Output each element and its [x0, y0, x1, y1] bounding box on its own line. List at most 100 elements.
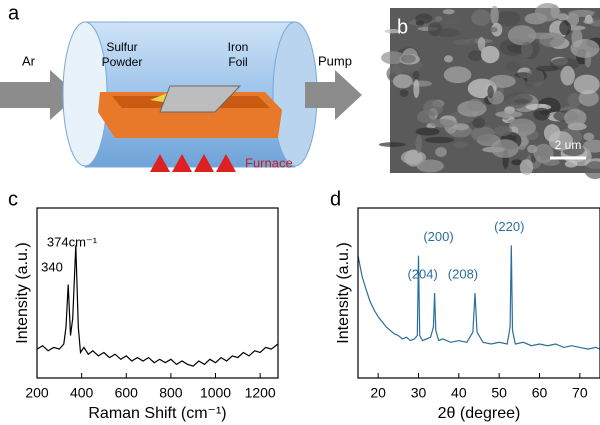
x-tick-label: 20 [370, 385, 386, 401]
sem-texture [568, 10, 596, 17]
sem-texture [415, 14, 432, 24]
sem-texture [520, 159, 533, 175]
sem-texture [478, 37, 486, 51]
sem-texture [379, 142, 406, 147]
scale-label: 2 um [555, 138, 582, 152]
sem-texture [527, 145, 537, 153]
sem-texture [471, 127, 495, 142]
data-line [37, 245, 278, 366]
x-tick-label: 40 [451, 385, 467, 401]
sem-texture [495, 111, 522, 118]
peak-annotation: (208) [448, 266, 478, 281]
sem-texture [536, 66, 559, 71]
sem-texture [425, 137, 454, 143]
panel-label: a [8, 2, 20, 24]
peak-annotation: (204) [407, 266, 437, 281]
sem-texture [430, 119, 455, 128]
sem-texture [444, 66, 472, 83]
x-axis-label: Raman Shift (cm⁻¹) [88, 405, 226, 422]
sem-texture [435, 16, 442, 21]
y-axis-label: Intensity (a.u.) [14, 242, 31, 343]
panel-label: d [330, 188, 341, 210]
sem-texture [490, 27, 498, 32]
sem-texture [487, 85, 493, 98]
sem-texture [400, 89, 409, 97]
sem-texture [401, 54, 416, 63]
sem-texture [507, 119, 529, 124]
sem-texture [528, 82, 534, 88]
sem-texture [467, 99, 483, 112]
sem-texture [534, 144, 554, 163]
sem-texture [490, 6, 499, 25]
sem-texture [443, 9, 455, 14]
sem-texture [393, 74, 413, 88]
sem-texture [435, 147, 447, 157]
sem-texture [444, 16, 459, 27]
inlet-label: Ar [22, 53, 36, 68]
sem-texture [416, 135, 422, 154]
sem-texture [521, 42, 533, 57]
sem-texture [574, 75, 600, 95]
sem-texture [436, 28, 460, 37]
sem-texture [560, 66, 575, 86]
panel-a: a Ar Pump Sulfur Powder Iron Foil Furnac… [0, 2, 362, 172]
x-tick-label: 30 [411, 385, 427, 401]
x-tick-label: 800 [159, 385, 183, 401]
sem-texture [444, 55, 453, 62]
sem-texture [534, 108, 550, 121]
arrow [335, 70, 362, 120]
figure: a Ar Pump Sulfur Powder Iron Foil Furnac… [0, 0, 600, 425]
panel-label: c [8, 188, 18, 210]
sem-texture [469, 38, 475, 46]
sulfur-label: Sulfur [106, 40, 137, 54]
sem-texture [413, 79, 419, 98]
charts: c 200 400 600 800 1000 1200 Raman Shift (cm⁻¹) I… [8, 188, 600, 422]
panel-label: b [397, 16, 408, 38]
sem-texture [468, 50, 483, 61]
sem-texture [551, 5, 560, 19]
x-tick-label: 200 [25, 385, 49, 401]
sem-texture [417, 160, 444, 173]
sem-texture [454, 142, 468, 148]
sem-texture [491, 139, 519, 158]
y-axis-label: Intensity (a.u.) [335, 242, 352, 343]
x-tick-label: 1000 [200, 385, 231, 401]
sem-texture [514, 99, 531, 103]
sem-texture [472, 117, 485, 128]
peak-annotation: 340 [41, 259, 63, 274]
sem-texture [423, 100, 443, 116]
furnace-label: Furnace [245, 155, 293, 170]
arrow [0, 82, 50, 108]
outlet-label: Pump [318, 53, 352, 68]
sem-texture [564, 109, 586, 126]
sem-texture [583, 133, 594, 141]
panel-b: b 2 um [379, 3, 600, 179]
peak-annotation: 374cm⁻¹ [47, 234, 98, 249]
sem-texture [471, 9, 491, 25]
iron-label: Foil [228, 55, 247, 69]
x-tick-label: 600 [115, 385, 139, 401]
data-line [358, 245, 600, 349]
peak-annotation: (220) [494, 219, 524, 234]
x-tick-label: 60 [532, 385, 548, 401]
sem-texture [565, 160, 578, 167]
sem-texture [416, 128, 440, 136]
sem-texture [583, 19, 593, 24]
x-tick-label: 70 [572, 385, 588, 401]
sem-texture [570, 39, 599, 58]
sem-texture [413, 71, 420, 79]
peak-annotation: (200) [423, 229, 453, 244]
x-axis-label: 2θ (degree) [438, 405, 521, 422]
plot-frame [358, 208, 600, 378]
arrow [305, 82, 335, 108]
sem-texture [489, 75, 516, 88]
x-tick-label: 1200 [245, 385, 276, 401]
iron-label: Iron [228, 40, 249, 54]
sem-texture [527, 33, 554, 40]
sem-texture [494, 126, 512, 136]
x-tick-label: 50 [491, 385, 507, 401]
sem-texture [559, 21, 571, 36]
sem-texture [496, 11, 520, 26]
x-tick-label: 400 [70, 385, 94, 401]
sem-texture [506, 61, 520, 71]
